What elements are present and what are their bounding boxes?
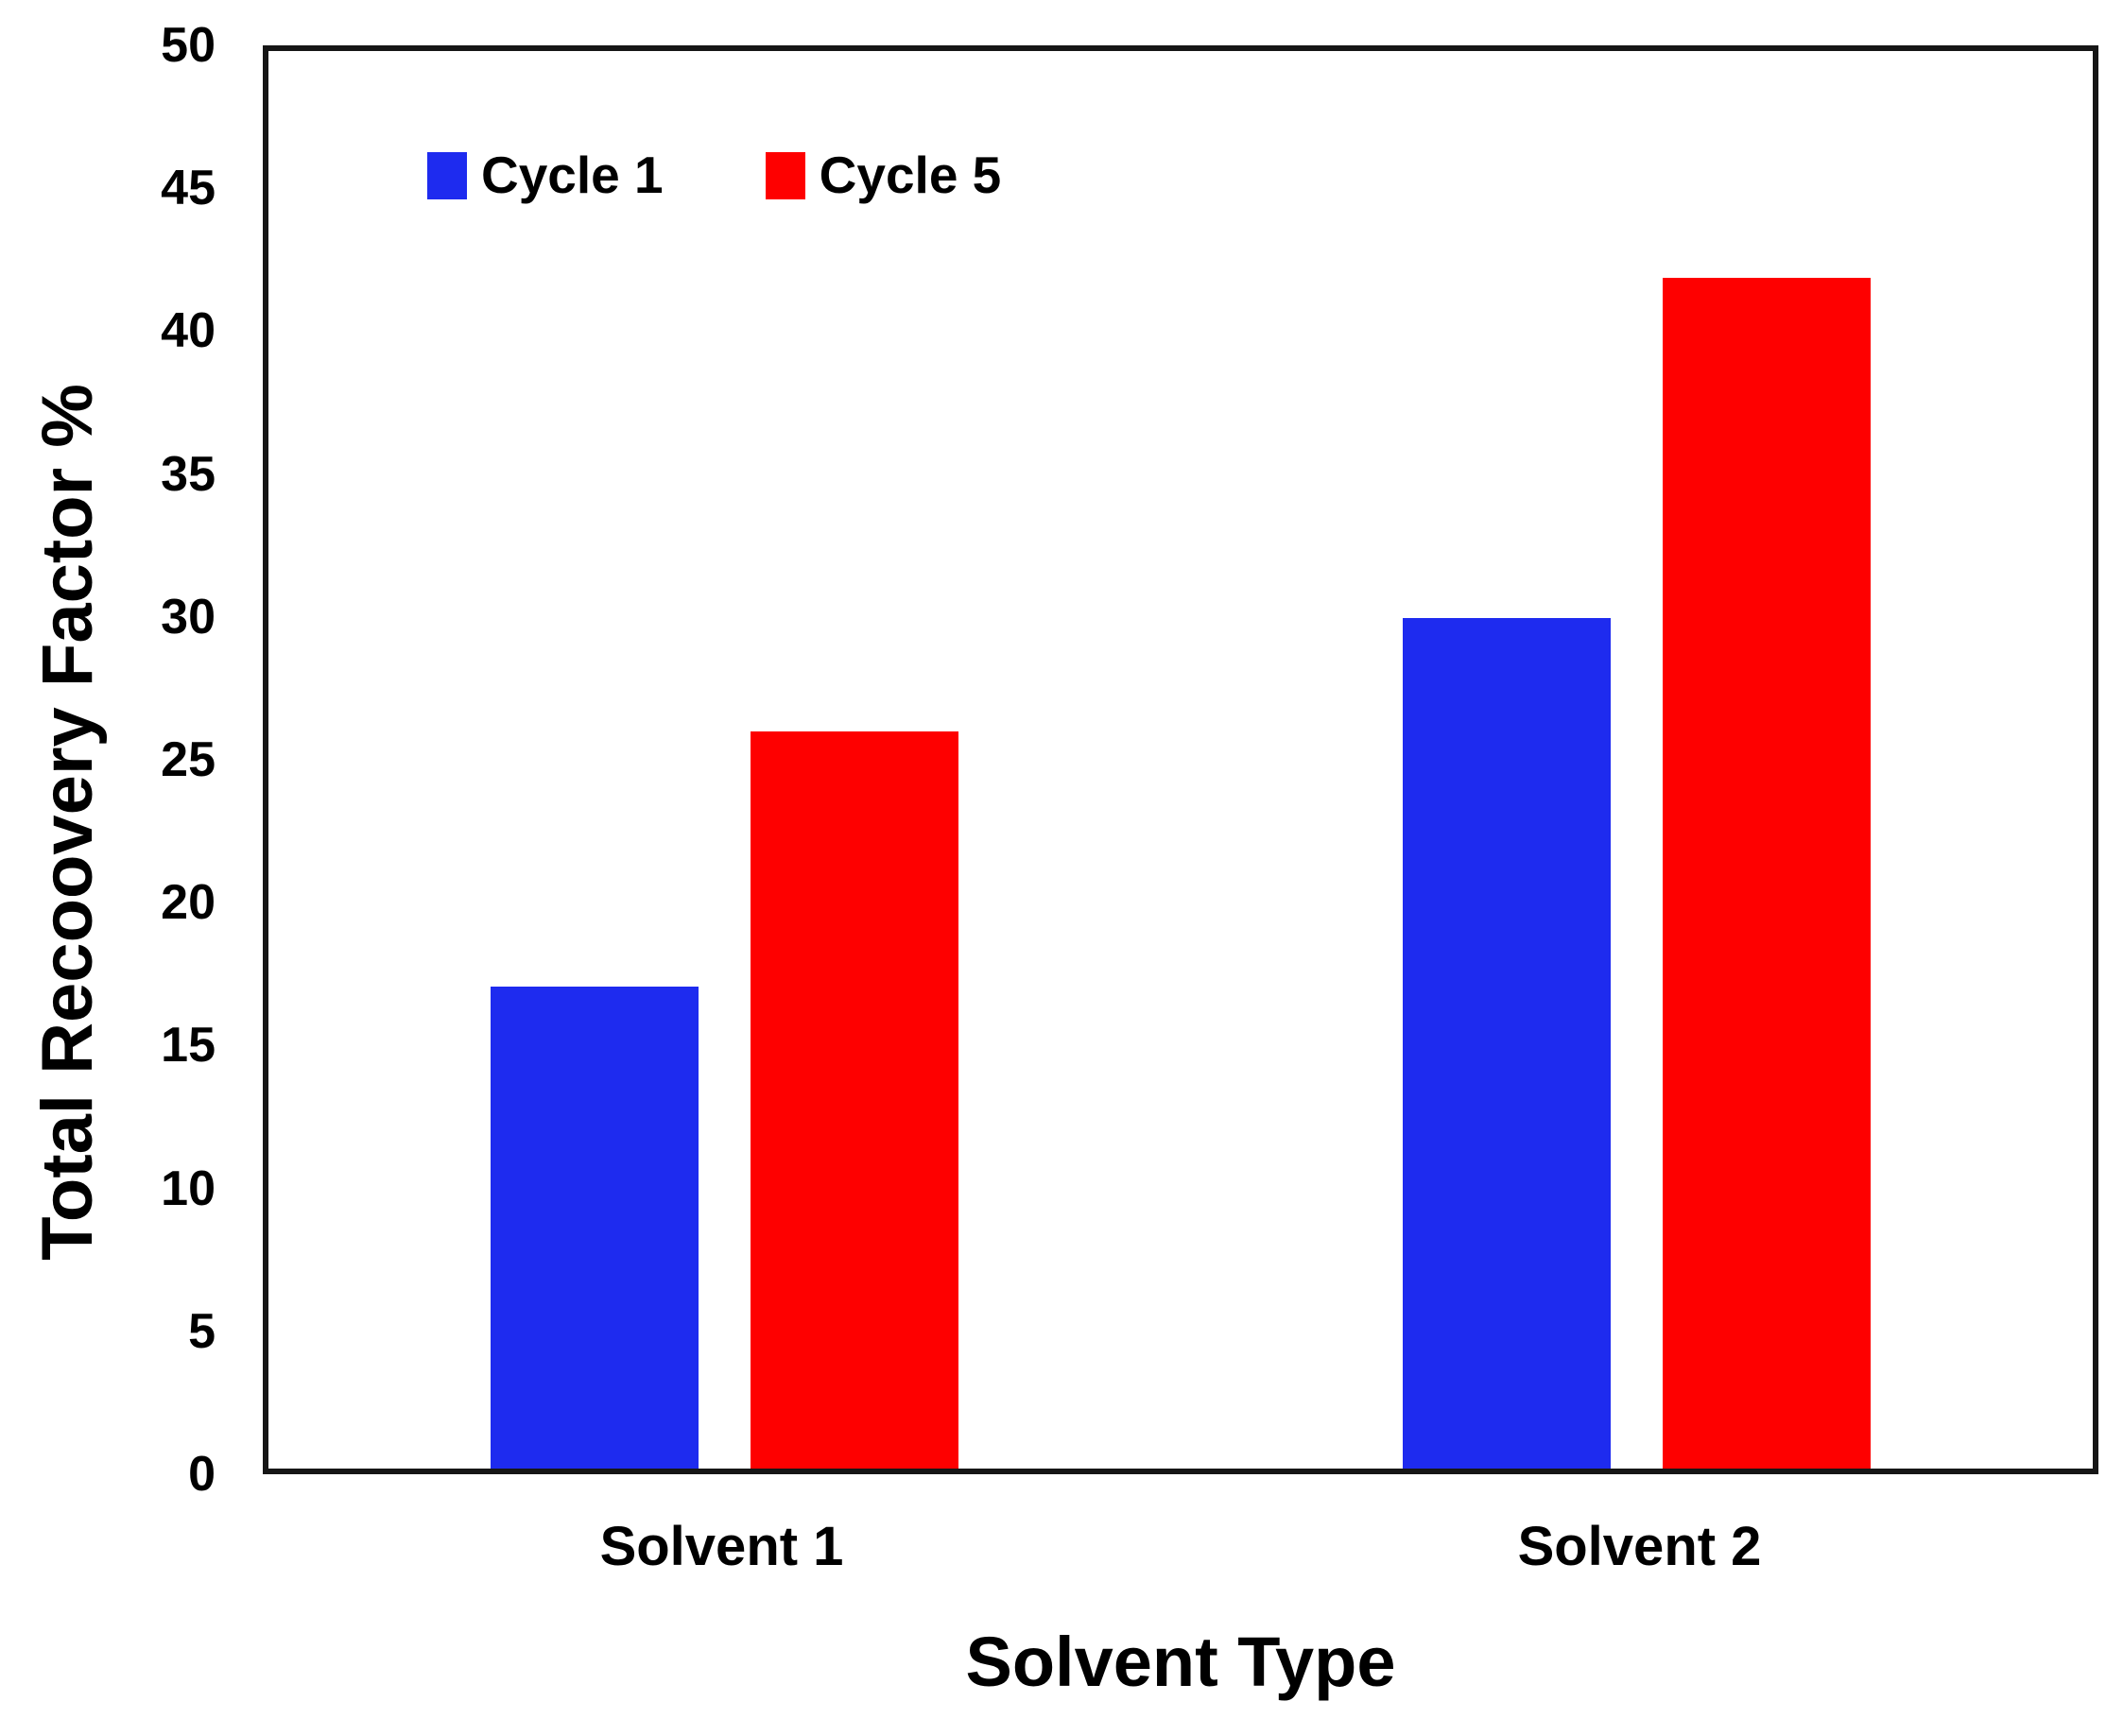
x-axis-tick-labels: Solvent 1 Solvent 2 bbox=[263, 1520, 2098, 1595]
y-tick-label: 50 bbox=[161, 18, 216, 73]
legend-label: Cycle 1 bbox=[481, 146, 664, 204]
y-tick-label: 35 bbox=[161, 446, 216, 502]
bar-solvent1-cycle1 bbox=[491, 987, 699, 1469]
bar-solvent1-cycle5 bbox=[751, 731, 958, 1469]
y-tick-label: 5 bbox=[188, 1303, 216, 1359]
x-axis-title: Solvent Type bbox=[965, 1623, 1396, 1701]
y-tick-label: 0 bbox=[188, 1447, 216, 1502]
bar-solvent2-cycle5 bbox=[1663, 278, 1871, 1469]
y-tick-label: 10 bbox=[161, 1160, 216, 1216]
y-tick-label: 15 bbox=[161, 1018, 216, 1074]
y-axis-tick-labels: 0 5 10 15 20 25 30 35 40 45 50 bbox=[0, 21, 234, 1499]
x-tick-label-solvent1: Solvent 1 bbox=[599, 1516, 844, 1577]
y-tick-label: 45 bbox=[161, 161, 216, 216]
legend-item-cycle1: Cycle 1 bbox=[427, 149, 664, 201]
bar-solvent2-cycle1 bbox=[1403, 618, 1611, 1469]
legend-swatch-icon bbox=[427, 151, 467, 199]
x-tick-label-solvent2: Solvent 2 bbox=[1517, 1516, 1762, 1577]
legend: Cycle 1 Cycle 5 bbox=[427, 149, 1001, 201]
y-tick-label: 20 bbox=[161, 875, 216, 931]
y-tick-label: 30 bbox=[161, 589, 216, 645]
plot-area: Cycle 1 Cycle 5 bbox=[263, 45, 2098, 1474]
legend-item-cycle5: Cycle 5 bbox=[765, 146, 1002, 204]
legend-label: Cycle 5 bbox=[819, 146, 1002, 204]
y-tick-label: 40 bbox=[161, 303, 216, 359]
legend-swatch-icon bbox=[765, 151, 805, 199]
y-tick-label: 25 bbox=[161, 732, 216, 787]
